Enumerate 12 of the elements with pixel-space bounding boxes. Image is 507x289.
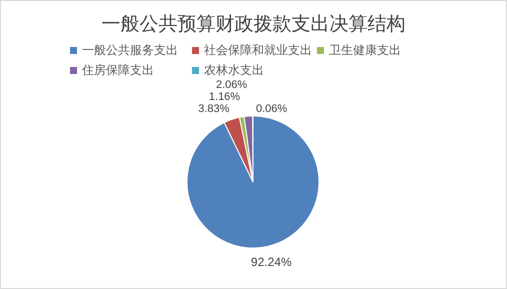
legend-label: 农林水支出: [204, 63, 264, 77]
legend-label: 卫生健康支出: [329, 43, 401, 57]
legend-label: 住房保障支出: [81, 63, 154, 77]
pie-slice: [186, 116, 320, 248]
legend-label: 一般公共服务支出: [82, 43, 178, 57]
data-label: 92.24%: [250, 254, 292, 269]
chart-title: 一般公共预算财政拨款支出决算结构: [102, 14, 406, 35]
data-label: 3.83%: [198, 103, 230, 115]
data-label: 1.16%: [208, 91, 240, 103]
legend-label: 社会保障和就业支出: [204, 43, 312, 57]
data-label: 2.06%: [216, 79, 248, 91]
data-label: 0.06%: [256, 103, 288, 115]
